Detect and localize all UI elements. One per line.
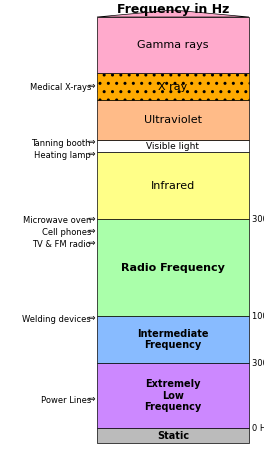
Bar <box>97 140 249 152</box>
Bar <box>97 428 249 443</box>
Bar <box>97 219 249 316</box>
Text: ⇒: ⇒ <box>87 396 95 404</box>
Bar <box>97 17 249 73</box>
Text: Visible light: Visible light <box>147 142 200 150</box>
Text: 300 Hz: 300 Hz <box>252 359 264 367</box>
Text: ⇒: ⇒ <box>87 150 95 160</box>
Bar <box>97 316 249 363</box>
Bar <box>97 152 249 219</box>
Bar <box>97 100 249 140</box>
Text: Extremely
Low
Frequency: Extremely Low Frequency <box>144 379 202 412</box>
Text: Frequency in Hz: Frequency in Hz <box>117 3 229 16</box>
Text: ⇒: ⇒ <box>87 83 95 91</box>
Text: 0 Hz: 0 Hz <box>252 424 264 432</box>
Polygon shape <box>97 10 249 17</box>
Text: Welding devices: Welding devices <box>22 314 91 324</box>
Text: Microwave oven: Microwave oven <box>23 215 91 225</box>
Text: Tanning booth: Tanning booth <box>31 138 91 148</box>
Text: Radio Frequency: Radio Frequency <box>121 262 225 272</box>
Text: ⇒: ⇒ <box>87 314 95 324</box>
Text: Static: Static <box>157 431 189 441</box>
Text: Power Lines: Power Lines <box>41 396 91 404</box>
Text: ⇒: ⇒ <box>87 138 95 148</box>
Text: ⇒: ⇒ <box>87 215 95 225</box>
Text: 100 kHz: 100 kHz <box>252 312 264 320</box>
Text: TV & FM radio: TV & FM radio <box>32 240 91 248</box>
Text: Gamma rays: Gamma rays <box>137 40 209 50</box>
Text: ⇒: ⇒ <box>87 240 95 248</box>
Text: X ray: X ray <box>158 82 188 91</box>
Text: 300 GHz: 300 GHz <box>252 214 264 224</box>
Text: Infrared: Infrared <box>151 181 195 190</box>
Bar <box>97 73 249 100</box>
Text: Cell phones: Cell phones <box>42 227 91 236</box>
Text: ⇒: ⇒ <box>87 227 95 236</box>
Text: Heating lamp: Heating lamp <box>34 150 91 160</box>
Text: Intermediate
Frequency: Intermediate Frequency <box>137 329 209 350</box>
Text: Medical X-rays: Medical X-rays <box>30 83 91 91</box>
Text: Ultraviolet: Ultraviolet <box>144 115 202 125</box>
Bar <box>97 363 249 428</box>
